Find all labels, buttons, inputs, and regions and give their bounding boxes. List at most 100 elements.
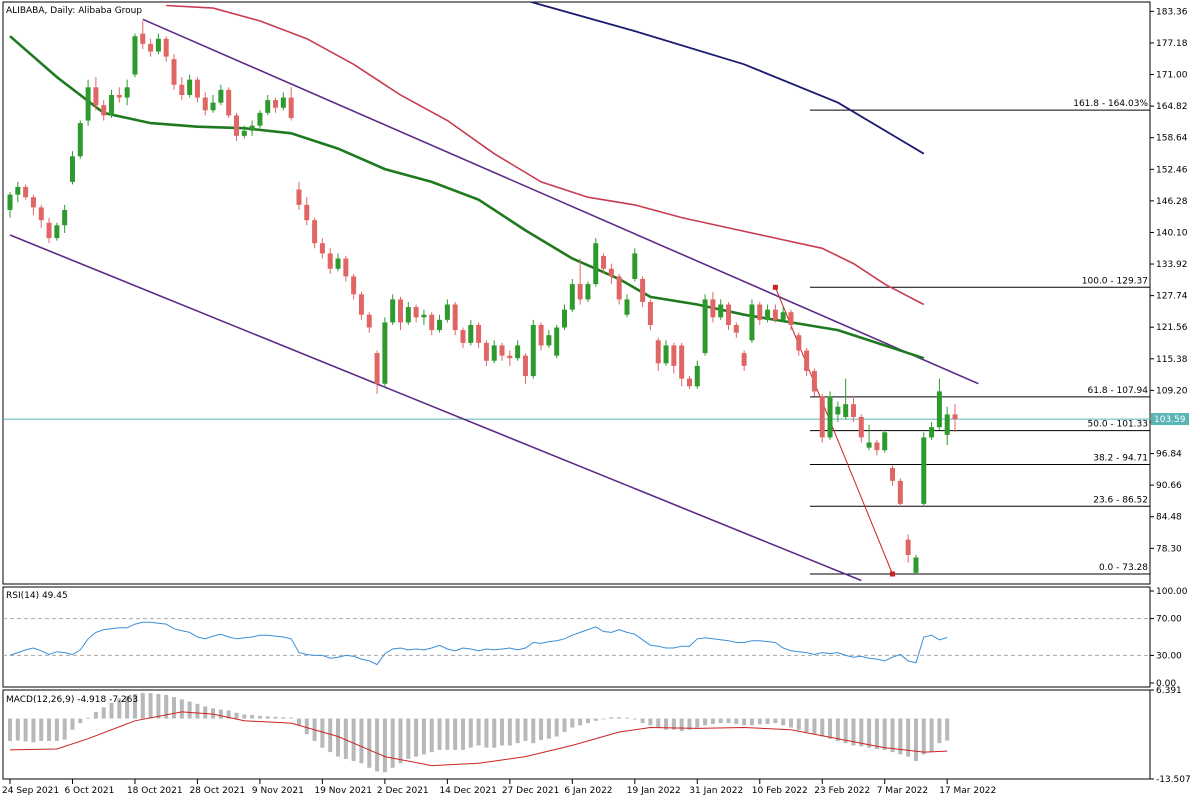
candle-body <box>858 416 864 438</box>
candle-body <box>780 312 786 320</box>
macd-panel: 6.391 -13.507 <box>2 686 1191 785</box>
fib-level-label: 161.8 - 164.03% <box>1073 99 1148 109</box>
candle-body <box>187 79 193 95</box>
x-tick-label: 9 Nov 2021 <box>252 786 304 796</box>
macd-hist-bar <box>906 718 911 757</box>
macd-hist-bar <box>132 693 137 719</box>
x-tick-label: 14 Dec 2021 <box>439 786 497 796</box>
macd-hist-bar <box>140 693 145 719</box>
candle-body <box>562 309 568 328</box>
macd-hist-bar <box>265 716 270 719</box>
candle-body <box>304 204 310 221</box>
zigzag-point <box>890 571 896 577</box>
macd-hist-bar <box>195 703 200 719</box>
macd-hist-bar <box>484 718 489 748</box>
candle-body <box>483 342 489 361</box>
candle-body <box>694 365 700 387</box>
macd-hist-bar <box>15 718 20 741</box>
macd-hist-bar <box>929 718 934 753</box>
macd-hist-bar <box>226 710 231 719</box>
macd-hist-bar <box>281 717 286 719</box>
macd-hist-bar <box>156 693 161 719</box>
macd-hist-bar <box>218 709 223 719</box>
candle-body <box>897 480 903 504</box>
last-price-tag <box>1151 413 1189 426</box>
candle-body <box>249 125 255 131</box>
candle-body <box>405 307 411 323</box>
macd-hist-bar <box>664 718 669 730</box>
candle-body <box>460 330 466 343</box>
macd-hist-bar <box>242 714 247 719</box>
macd-hist-bar <box>820 718 825 737</box>
y-tick-label: 183.36 <box>1156 7 1188 17</box>
macd-hist-bar <box>554 718 559 737</box>
candle-body <box>546 335 552 346</box>
rsi-lines <box>9 621 948 666</box>
y-tick-label: 90.66 <box>1156 481 1182 491</box>
candle-body <box>718 304 724 318</box>
candle-body <box>850 404 856 417</box>
candle-body <box>585 284 591 300</box>
candle-body <box>257 112 263 126</box>
macd-signal-line <box>9 711 948 767</box>
macd-hist-bar <box>187 701 192 719</box>
ma-red-line <box>166 4 925 306</box>
candle-body <box>616 276 622 300</box>
macd-hist-bar <box>23 718 28 742</box>
candle-body <box>921 437 927 504</box>
macd-hist-bar <box>47 718 52 741</box>
candle-body <box>679 345 685 379</box>
fib-level-label: 61.8 - 107.94 <box>1088 386 1149 396</box>
macd-hist-bar <box>86 717 91 719</box>
price-chart-title: ALIBABA, Daily: Alibaba Group <box>6 6 142 16</box>
candle-body <box>819 396 825 438</box>
macd-hist-bar <box>773 718 778 724</box>
candle-body <box>468 324 474 343</box>
macd-title: MACD(12,26,9) -4.918 -7.263 <box>6 695 138 705</box>
time-axis: 24 Sep 2021 6 Oct 2021 18 Oct 2021 28 Oct 2… <box>2 779 996 796</box>
candle-body <box>343 258 349 277</box>
macd-hist-bar <box>421 718 426 755</box>
candle-body <box>265 100 271 113</box>
macd-hist-bar <box>507 718 512 746</box>
macd-hist-bar <box>539 718 544 741</box>
macd-hist-bar <box>734 718 739 724</box>
x-tick-label: 19 Jan 2022 <box>627 786 681 796</box>
candle-body <box>15 186 21 195</box>
candle-body <box>686 378 692 387</box>
macd-hist-bar <box>515 718 520 744</box>
candle-body <box>398 299 403 323</box>
rsi-title: RSI(14) 49.45 <box>6 591 68 601</box>
candle-body <box>577 284 583 300</box>
macd-hist-bar <box>109 702 114 719</box>
x-tick-label: 28 Oct 2021 <box>189 786 245 796</box>
macd-hist-bar <box>742 718 747 726</box>
candles <box>7 20 958 574</box>
fib-level-label: 100.0 - 129.37 <box>1082 276 1148 286</box>
candle-body <box>601 255 607 269</box>
ma-navy-line <box>527 2 925 155</box>
y-tick-label: 158.64 <box>1156 134 1188 144</box>
candle-body <box>140 33 146 44</box>
candle-body <box>663 345 669 364</box>
macd-hist-bar <box>273 716 278 719</box>
candle-body <box>452 304 458 331</box>
x-tick-label: 6 Oct 2021 <box>64 786 114 796</box>
macd-hist-bar <box>679 718 684 732</box>
macd-hist-bar <box>882 718 887 750</box>
candle-body <box>929 427 935 438</box>
candle-body <box>733 324 739 333</box>
macd-hist-bar <box>812 718 817 735</box>
candle-body <box>382 322 388 384</box>
candle-body <box>273 100 279 108</box>
zigzag-line <box>774 287 893 575</box>
last-price-label: 103.59 <box>1154 415 1186 425</box>
macd-hist-bar <box>624 717 629 719</box>
candle-body <box>124 87 130 98</box>
candle-body <box>796 335 802 351</box>
candle-body <box>788 312 794 325</box>
macd-hist-bar <box>749 718 754 726</box>
macd-hist-bar <box>125 696 130 719</box>
macd-hist-bar <box>937 718 942 744</box>
